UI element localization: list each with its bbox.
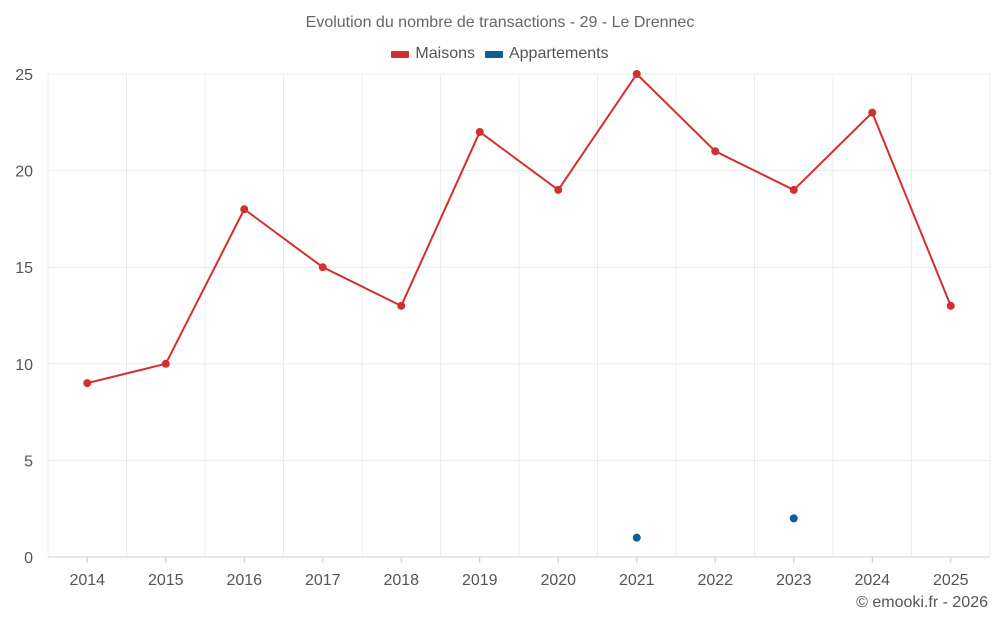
x-tick-label: 2019: [462, 572, 498, 589]
legend: Maisons Appartements: [0, 45, 1000, 63]
x-tick-label: 2021: [619, 572, 655, 589]
legend-swatch-appartements: [484, 50, 503, 58]
x-tick-label: 2017: [305, 572, 341, 589]
legend-item-appartements[interactable]: Appartements: [484, 45, 609, 63]
y-tick-label: 20: [15, 164, 33, 181]
x-tick-label: 2020: [540, 572, 576, 589]
x-tick-label: 2014: [69, 572, 105, 589]
data-point-maisons[interactable]: [475, 127, 484, 136]
data-point-maisons[interactable]: [632, 70, 641, 78]
y-tick-label: 25: [15, 67, 33, 84]
footer-credit: © emooki.fr - 2026: [856, 594, 988, 611]
x-tick-label: 2018: [383, 572, 419, 589]
x-tick-label: 2016: [226, 572, 262, 589]
legend-item-maisons[interactable]: Maisons: [391, 45, 475, 63]
grid: [47, 73, 991, 558]
y-tick-label: 15: [15, 260, 33, 277]
data-point-maisons[interactable]: [868, 108, 877, 117]
x-tick-label: 2015: [148, 572, 184, 589]
y-tick-label: 0: [24, 550, 33, 567]
data-point-maisons[interactable]: [318, 263, 327, 272]
x-tick-label: 2023: [776, 572, 812, 589]
data-point-maisons[interactable]: [161, 359, 170, 368]
y-tick-label: 10: [15, 357, 33, 374]
chart-title: Evolution du nombre de transactions - 29…: [305, 14, 695, 31]
series-line-maisons: [87, 72, 952, 385]
data-point-maisons[interactable]: [711, 147, 720, 156]
series: [83, 70, 955, 542]
x-tick-label: 2025: [933, 572, 969, 589]
legend-swatch-maisons: [391, 50, 410, 58]
data-point-appartements[interactable]: [789, 514, 798, 523]
data-point-maisons[interactable]: [946, 301, 955, 310]
legend-label-maisons: Maisons: [415, 45, 475, 62]
data-point-maisons[interactable]: [554, 185, 563, 194]
data-point-maisons[interactable]: [789, 185, 798, 194]
data-point-maisons[interactable]: [240, 205, 249, 214]
x-tick-label: 2024: [854, 572, 890, 589]
legend-label-appartements: Appartements: [508, 45, 609, 62]
data-point-maisons[interactable]: [83, 379, 92, 388]
data-point-maisons[interactable]: [397, 301, 406, 310]
x-tick-label: 2022: [697, 572, 733, 589]
y-tick-label: 5: [24, 453, 33, 470]
data-point-appartements[interactable]: [632, 533, 641, 542]
